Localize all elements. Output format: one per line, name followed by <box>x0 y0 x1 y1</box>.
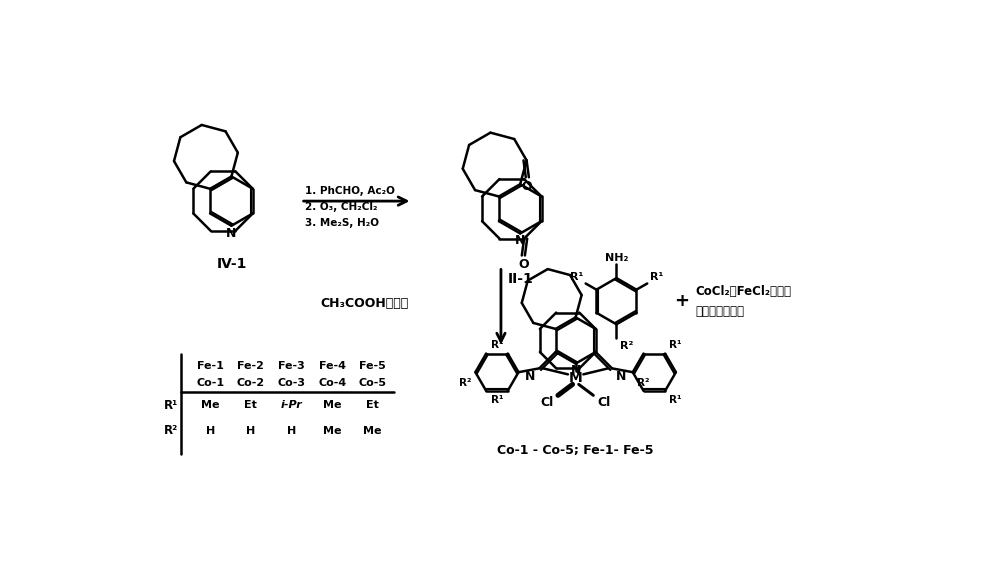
Text: O: O <box>519 258 529 271</box>
Text: Fe-2: Fe-2 <box>237 362 264 371</box>
Text: R¹: R¹ <box>164 398 178 412</box>
Text: Co-5: Co-5 <box>358 378 386 388</box>
Text: Me: Me <box>201 400 220 410</box>
Text: N: N <box>525 370 535 383</box>
Text: N: N <box>515 234 525 247</box>
Text: M: M <box>569 371 583 385</box>
Text: 1. PhCHO, Ac₂O: 1. PhCHO, Ac₂O <box>305 185 394 196</box>
Text: N: N <box>226 226 237 239</box>
Text: Co-4: Co-4 <box>318 378 346 388</box>
Text: Fe-1: Fe-1 <box>197 362 224 371</box>
Text: Fe-5: Fe-5 <box>359 362 386 371</box>
Text: R²: R² <box>620 341 633 351</box>
Text: H: H <box>287 425 296 436</box>
Text: R¹: R¹ <box>669 395 681 405</box>
Text: +: + <box>674 292 689 310</box>
Text: R²: R² <box>459 377 472 388</box>
Text: Cl: Cl <box>541 396 554 409</box>
Text: Co-2: Co-2 <box>237 378 265 388</box>
Text: R¹: R¹ <box>669 340 681 350</box>
Text: Me: Me <box>323 400 342 410</box>
Text: Co-1: Co-1 <box>197 378 225 388</box>
Text: R¹: R¹ <box>491 340 504 350</box>
Text: Et: Et <box>366 400 379 410</box>
Text: Fe-4: Fe-4 <box>319 362 346 371</box>
Text: Fe-3: Fe-3 <box>278 362 305 371</box>
Text: R¹: R¹ <box>650 272 663 282</box>
Text: Me: Me <box>323 425 342 436</box>
Text: 2. O₃, CH₂Cl₂: 2. O₃, CH₂Cl₂ <box>305 202 377 212</box>
Text: R¹: R¹ <box>491 395 504 405</box>
Text: H: H <box>206 425 215 436</box>
Text: II-1: II-1 <box>507 272 533 286</box>
Text: CH₃COOH，回流: CH₃COOH，回流 <box>320 297 408 309</box>
Text: N: N <box>570 364 581 377</box>
Text: R¹: R¹ <box>570 272 583 282</box>
Text: O: O <box>521 180 532 192</box>
Text: H: H <box>246 425 255 436</box>
Text: R²: R² <box>164 424 178 437</box>
Text: 3. Me₂S, H₂O: 3. Me₂S, H₂O <box>305 218 379 228</box>
Text: N: N <box>616 370 626 383</box>
Text: IV-1: IV-1 <box>216 257 247 270</box>
Text: Et: Et <box>244 400 257 410</box>
Text: Co-3: Co-3 <box>278 378 306 388</box>
Text: Cl: Cl <box>597 396 610 409</box>
Text: CoCl₂、FeCl₂或者两: CoCl₂、FeCl₂或者两 <box>696 285 792 298</box>
Text: Co-1 - Co-5; Fe-1- Fe-5: Co-1 - Co-5; Fe-1- Fe-5 <box>497 443 654 457</box>
Text: R²: R² <box>637 377 649 388</box>
Text: Me: Me <box>363 425 382 436</box>
Text: 者的结晶水合物: 者的结晶水合物 <box>696 305 745 318</box>
Text: NH₂: NH₂ <box>605 253 628 263</box>
Text: i-Pr: i-Pr <box>281 400 302 410</box>
